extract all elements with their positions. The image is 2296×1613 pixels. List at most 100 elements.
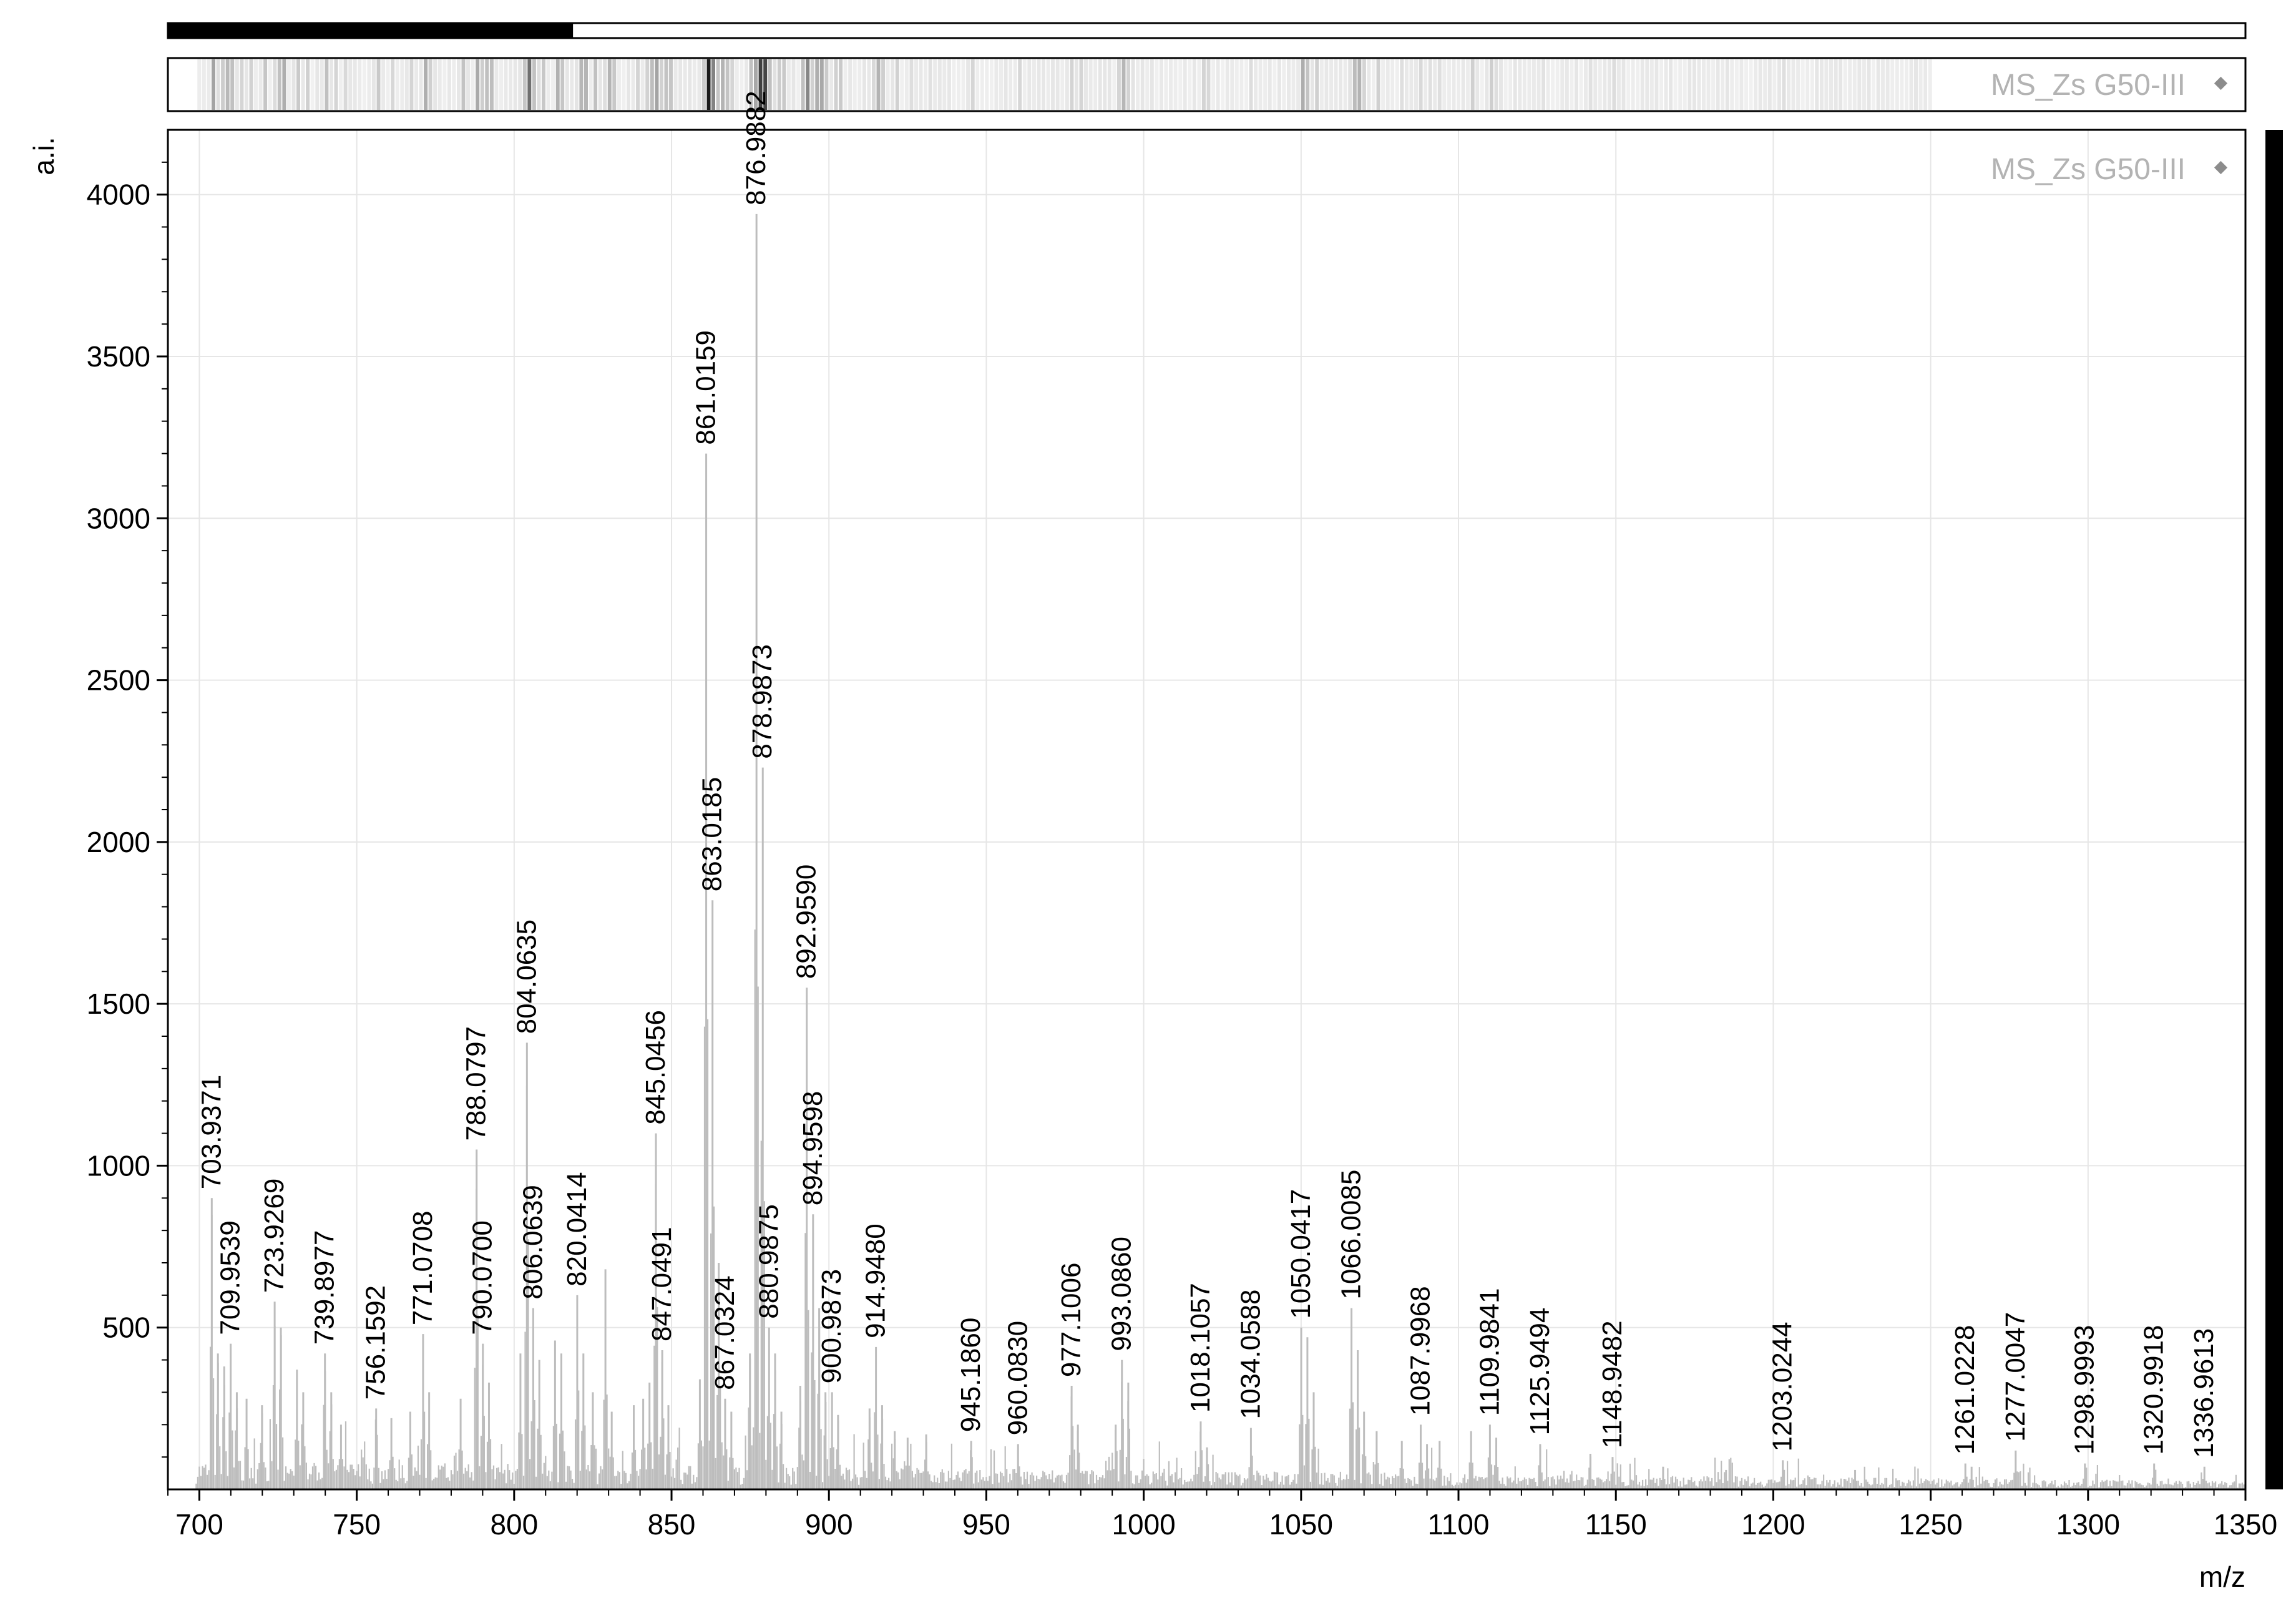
gel-band bbox=[1084, 59, 1088, 110]
gel-band bbox=[673, 59, 678, 110]
x-tick-label: 1100 bbox=[1428, 1508, 1490, 1541]
gel-band bbox=[1022, 59, 1027, 110]
peak-label: 1125.9494 bbox=[1525, 1308, 1555, 1436]
gel-band bbox=[334, 59, 338, 110]
x-tick-label: 800 bbox=[490, 1508, 538, 1541]
gel-band bbox=[1574, 59, 1578, 110]
gel-band bbox=[584, 59, 588, 110]
gel-band bbox=[1254, 59, 1258, 110]
gel-band bbox=[325, 59, 329, 110]
gel-band bbox=[1518, 59, 1522, 110]
peak-label: 723.9269 bbox=[259, 1179, 290, 1293]
gel-band bbox=[296, 59, 300, 110]
gel-band bbox=[277, 59, 281, 110]
gel-band bbox=[1046, 59, 1050, 110]
gel-band bbox=[1032, 59, 1036, 110]
plot-legend-marker bbox=[2214, 160, 2228, 175]
gel-band bbox=[1508, 59, 1513, 110]
gel-band bbox=[1862, 59, 1866, 110]
gel-band bbox=[928, 59, 932, 110]
gel-band bbox=[683, 59, 687, 110]
gel-band bbox=[1442, 59, 1447, 110]
gel-band bbox=[1570, 59, 1574, 110]
gel-band bbox=[1805, 59, 1810, 110]
gel-band bbox=[966, 59, 970, 110]
gel-band bbox=[1376, 59, 1380, 110]
gel-band bbox=[489, 59, 494, 110]
gel-band bbox=[1282, 59, 1286, 110]
x-tick-label: 850 bbox=[648, 1508, 696, 1541]
gel-band bbox=[1263, 59, 1268, 110]
peak-label: 790.0700 bbox=[467, 1220, 498, 1335]
gel-band bbox=[1258, 59, 1263, 110]
y-tick-label: 4000 bbox=[87, 179, 150, 211]
gel-band bbox=[1126, 59, 1130, 110]
gel-band bbox=[1103, 59, 1107, 110]
gel-band bbox=[339, 59, 343, 110]
gel-band bbox=[1612, 59, 1616, 110]
gel-band bbox=[1107, 59, 1111, 110]
peak-label: 1298.9993 bbox=[2069, 1325, 2100, 1455]
gel-band bbox=[692, 59, 696, 110]
gel-band bbox=[1565, 59, 1569, 110]
gel-band bbox=[466, 59, 471, 110]
gel-band bbox=[1603, 59, 1607, 110]
gel-band bbox=[395, 59, 399, 110]
overview-scrollbar[interactable] bbox=[167, 22, 2247, 39]
gel-band bbox=[1706, 59, 1711, 110]
gel-band bbox=[1659, 59, 1663, 110]
gel-band bbox=[348, 59, 353, 110]
gel-band bbox=[1721, 59, 1725, 110]
gel-band bbox=[716, 59, 720, 110]
gel-band bbox=[801, 59, 805, 110]
gel-band bbox=[1810, 59, 1814, 110]
peak-label: 1336.9613 bbox=[2189, 1328, 2219, 1458]
gel-band bbox=[286, 59, 291, 110]
gel-band bbox=[381, 59, 386, 110]
gel-band bbox=[1060, 59, 1065, 110]
gel-band bbox=[386, 59, 390, 110]
gel-band bbox=[876, 59, 881, 110]
gel-band bbox=[499, 59, 503, 110]
overview-thumb[interactable] bbox=[168, 23, 574, 38]
gel-band bbox=[1042, 59, 1045, 110]
gel-band bbox=[565, 59, 569, 110]
gel-band bbox=[985, 59, 989, 110]
gel-band bbox=[1273, 59, 1277, 110]
gel-band bbox=[1037, 59, 1041, 110]
peak-label: 878.9873 bbox=[747, 644, 778, 759]
gel-band bbox=[1424, 59, 1428, 110]
gel-band bbox=[627, 59, 630, 110]
gel-band bbox=[740, 59, 744, 110]
gel-band bbox=[1447, 59, 1451, 110]
gel-strip: MS_Zs G50-III bbox=[167, 57, 2247, 112]
gel-band bbox=[1409, 59, 1414, 110]
y-tick-label: 500 bbox=[102, 1311, 150, 1344]
gel-band bbox=[1352, 59, 1357, 110]
peak-label: 960.0830 bbox=[1002, 1321, 1033, 1436]
y-tick-label: 3000 bbox=[87, 502, 150, 534]
gel-band bbox=[1051, 59, 1055, 110]
gel-band bbox=[1334, 59, 1338, 110]
gel-band bbox=[1385, 59, 1390, 110]
gel-band bbox=[1362, 59, 1366, 110]
gel-band bbox=[1343, 59, 1347, 110]
gel-band bbox=[476, 59, 480, 110]
gel-band bbox=[358, 59, 362, 110]
gel-band bbox=[919, 59, 923, 110]
gel-band bbox=[254, 59, 258, 110]
gel-band bbox=[1395, 59, 1399, 110]
gel-band bbox=[1673, 59, 1678, 110]
gel-band bbox=[1404, 59, 1409, 110]
gel-band bbox=[244, 59, 248, 110]
gel-band bbox=[291, 59, 296, 110]
gel-band bbox=[857, 59, 862, 110]
y-tick-label: 3500 bbox=[87, 340, 150, 373]
gel-band bbox=[301, 59, 305, 110]
gel-band bbox=[607, 59, 612, 110]
gel-band bbox=[711, 59, 715, 110]
intensity-scrollbar[interactable] bbox=[2265, 130, 2283, 1489]
gel-band bbox=[678, 59, 683, 110]
gel-band bbox=[1928, 59, 1932, 110]
